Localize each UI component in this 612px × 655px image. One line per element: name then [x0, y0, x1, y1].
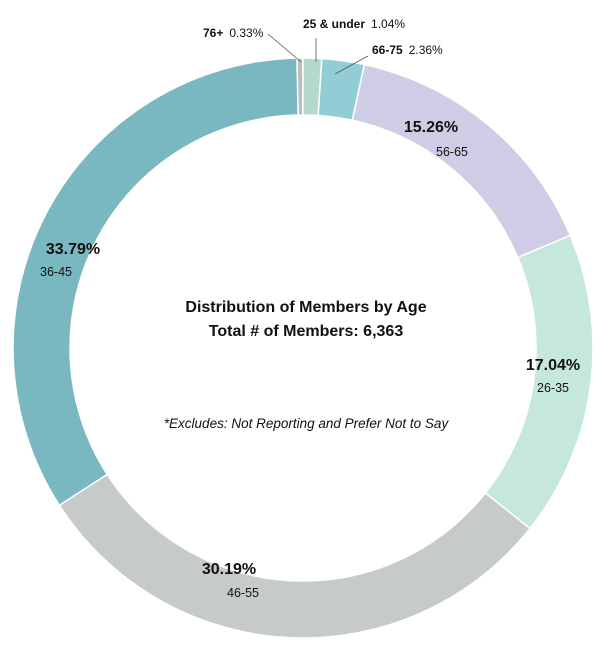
chart-note: *Excludes: Not Reporting and Prefer Not … [163, 416, 449, 431]
label-cat-66-75: 66-75 [372, 43, 403, 57]
label-cat-36-45: 36-45 [40, 265, 72, 279]
label-pct-76plus: 0.33% [229, 26, 263, 40]
label-76plus: 76+ 0.33% [203, 26, 264, 40]
label-pct-26-35: 17.04% [526, 357, 580, 374]
slice-56-65 [351, 63, 572, 259]
label-cat-56-65: 56-65 [436, 145, 468, 159]
label-66-75: 66-75 2.36% [372, 43, 443, 57]
label-pct-56-65: 15.26% [404, 119, 458, 136]
label-cat-46-55: 46-55 [227, 586, 259, 600]
label-pct-36-45: 33.79% [46, 241, 100, 258]
chart-subtitle: Total # of Members: 6,363 [208, 323, 404, 340]
label-pct-46-55: 30.19% [202, 561, 256, 578]
label-cat-26-35: 26-35 [537, 381, 569, 395]
donut-slices [12, 57, 594, 639]
leader-lines [267, 33, 369, 75]
leader-line-76plus [267, 33, 302, 63]
slice-46-55 [58, 473, 532, 639]
slice-labels: 76+ 0.33% 25 & under 1.04% 66-75 2.36% 15.26% 5… [40, 17, 580, 600]
slice-36-45 [12, 57, 299, 507]
leader-line-66-75 [334, 55, 369, 75]
label-cat-25-and-under: 25 & under [303, 17, 365, 31]
chart-title: Distribution of Members by Age [185, 299, 427, 316]
label-pct-66-75: 2.36% [409, 43, 443, 57]
label-cat-76plus: 76+ [203, 26, 223, 40]
label-pct-25-and-under: 1.04% [371, 17, 405, 31]
label-25-and-under: 25 & under 1.04% [303, 17, 405, 31]
